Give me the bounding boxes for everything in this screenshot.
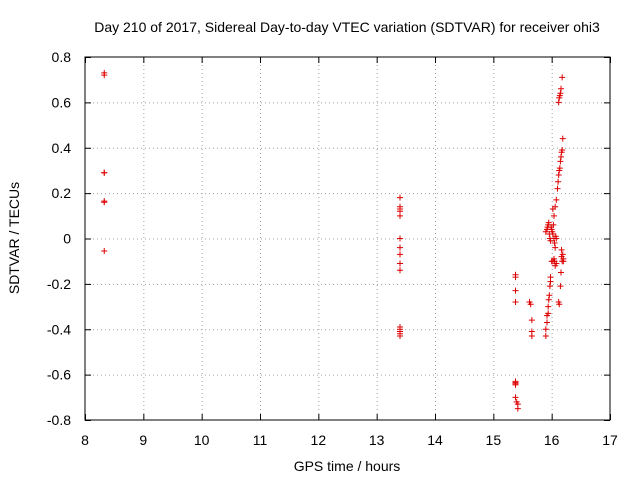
y-tick-label: 0.8 xyxy=(52,49,72,65)
data-point xyxy=(547,274,554,281)
grid-lines xyxy=(85,57,610,420)
y-tick-label: -0.2 xyxy=(47,276,71,292)
y-tick-label: 0.4 xyxy=(52,140,72,156)
data-point xyxy=(558,153,564,160)
data-point xyxy=(555,171,562,178)
data-point xyxy=(546,283,553,290)
y-tick-label: -0.6 xyxy=(47,367,71,383)
data-point xyxy=(554,185,561,192)
data-point xyxy=(514,405,521,412)
data-point xyxy=(544,319,550,326)
x-tick-label: 13 xyxy=(369,432,385,448)
data-point xyxy=(555,178,562,185)
x-tick-label: 12 xyxy=(311,432,327,448)
data-point xyxy=(545,219,552,226)
data-point xyxy=(528,333,535,340)
data-point xyxy=(545,296,552,303)
data-point xyxy=(528,317,535,324)
x-tick-label: 8 xyxy=(81,432,89,448)
data-point xyxy=(553,235,560,242)
data-point xyxy=(556,301,563,308)
x-tick-labels: 8 9 10 11 12 13 14 15 16 17 xyxy=(81,432,618,448)
data-point xyxy=(546,292,553,299)
data-point xyxy=(559,135,566,142)
data-point xyxy=(397,212,403,219)
data-point xyxy=(557,283,564,290)
data-point xyxy=(553,260,560,267)
x-tick-label: 10 xyxy=(194,432,210,448)
x-tick-label: 14 xyxy=(427,432,443,448)
data-point xyxy=(559,147,566,154)
chart-title: Day 210 of 2017, Sidereal Day-to-day VTE… xyxy=(94,19,600,35)
data-point xyxy=(512,271,519,278)
data-point xyxy=(559,74,566,81)
data-point xyxy=(552,244,559,251)
data-point xyxy=(512,381,519,388)
x-tick-label: 9 xyxy=(139,432,147,448)
data-point xyxy=(555,99,562,106)
data-point xyxy=(397,251,403,258)
data-point xyxy=(512,287,519,294)
x-tick-label: 15 xyxy=(486,432,502,448)
data-point xyxy=(551,212,557,219)
x-axis-title: GPS time / hours xyxy=(294,458,401,474)
data-point xyxy=(552,203,559,210)
y-tick-label: 0.2 xyxy=(52,185,72,201)
data-point xyxy=(542,333,549,340)
data-point xyxy=(553,196,560,203)
data-point xyxy=(101,247,108,254)
data-point xyxy=(545,310,552,317)
y-tick-label: 0 xyxy=(63,231,71,247)
x-tick-label: 16 xyxy=(544,432,560,448)
data-point xyxy=(547,237,554,244)
data-point xyxy=(557,158,564,165)
data-point xyxy=(558,246,565,253)
data-point xyxy=(558,269,564,276)
x-tick-label: 11 xyxy=(253,432,268,448)
data-point xyxy=(559,251,566,258)
data-point xyxy=(558,85,564,92)
data-point xyxy=(551,240,558,247)
data-point xyxy=(397,235,403,242)
data-point xyxy=(542,326,549,333)
data-point xyxy=(101,72,108,79)
data-point xyxy=(397,267,403,274)
data-point xyxy=(557,90,564,97)
data-point xyxy=(550,221,557,228)
data-point xyxy=(527,301,534,308)
data-point xyxy=(101,169,108,176)
data-point xyxy=(101,199,108,206)
data-point xyxy=(397,260,403,267)
data-point xyxy=(397,333,403,340)
data-point xyxy=(397,194,403,201)
data-point xyxy=(556,165,563,172)
y-axis-title: SDTVAR / TECUs xyxy=(6,182,22,294)
data-point xyxy=(545,303,552,310)
plot-frame xyxy=(84,56,611,421)
x-tick-label: 17 xyxy=(602,432,618,448)
axis-ticks xyxy=(85,57,611,421)
data-point xyxy=(512,299,519,306)
y-tick-label: 0.6 xyxy=(52,94,72,110)
data-point xyxy=(560,258,567,265)
y-tick-label: -0.4 xyxy=(47,321,71,337)
data-point xyxy=(512,394,519,401)
y-tick-labels: 0.8 0.6 0.4 0.2 0 -0.2 -0.4 -0.6 -0.8 xyxy=(47,49,71,428)
data-points xyxy=(101,69,567,412)
y-tick-label: -0.8 xyxy=(47,412,71,428)
data-point xyxy=(397,244,403,251)
